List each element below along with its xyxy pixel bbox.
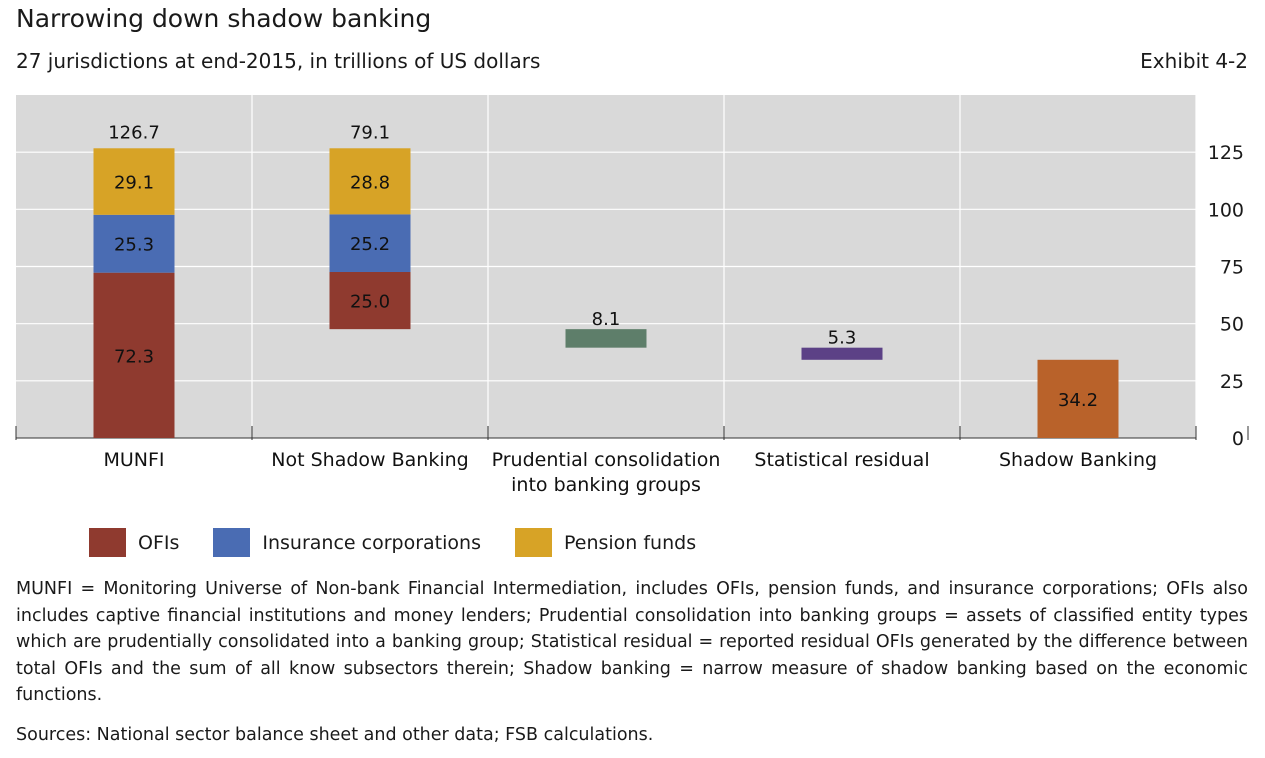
chart-subtitle: 27 jurisdictions at end-2015, in trillio…: [16, 49, 541, 73]
waterfall-chart: 0 25 50 75 100 125 72.3 25.3 29.1 126.7 MUNFI 25.0 2…: [15, 95, 1249, 496]
legend-swatch: [89, 528, 126, 557]
bar-segment-value: [565, 329, 647, 348]
data-label: 34.2: [1058, 390, 1098, 411]
x-category-label: Statistical residual: [754, 449, 929, 471]
bar-segment-insurance-corporations: [93, 214, 175, 273]
sources-note: Sources: National sector balance sheet a…: [16, 725, 654, 745]
data-label: 28.8: [350, 172, 390, 193]
data-label: 29.1: [114, 173, 154, 194]
y-tick-label: 25: [1220, 371, 1244, 393]
x-category-label: Prudential consolidation: [492, 449, 721, 471]
exhibit-number: Exhibit 4-2: [1140, 49, 1248, 73]
y-tick-label: 75: [1220, 257, 1244, 279]
bar-segment-pension-funds: [93, 148, 175, 215]
x-category-label: MUNFI: [103, 449, 164, 471]
chart-title: Narrowing down shadow banking: [16, 4, 432, 33]
legend-label: OFIs: [138, 531, 180, 554]
data-label: 25.3: [114, 235, 154, 256]
legend-label: Insurance corporations: [262, 531, 481, 554]
legend-label: Pension funds: [563, 531, 697, 554]
y-tick-label: 0: [1232, 428, 1244, 450]
x-category-label: Shadow Banking: [999, 449, 1157, 471]
data-label: 8.1: [592, 309, 621, 330]
data-label: 72.3: [114, 346, 154, 367]
data-label: 25.0: [350, 292, 390, 313]
legend-item: OFIs: [89, 528, 179, 557]
bar-segment-insurance-corporations: [329, 214, 411, 272]
y-tick-label: 100: [1208, 199, 1244, 221]
total-label: 79.1: [350, 122, 390, 143]
legend-item: Insurance corporations: [213, 528, 481, 557]
data-label: 5.3: [828, 328, 857, 349]
legend-swatch: [213, 528, 251, 557]
legend-item: Pension funds: [514, 528, 697, 557]
y-tick-label: 50: [1220, 314, 1244, 336]
bar-segment-pension-funds: [329, 148, 411, 215]
x-category-label: Not Shadow Banking: [271, 449, 468, 471]
x-category-label: into banking groups: [511, 474, 701, 496]
bar-segment-ofis: [329, 271, 411, 330]
chart-legend: OFIs Insurance corporations Pension funds: [89, 528, 730, 557]
legend-swatch: [514, 528, 552, 557]
bar-segment-ofis: [93, 272, 175, 438]
bar-segment-value: [1037, 359, 1119, 438]
data-label: 25.2: [350, 234, 390, 255]
total-label: 126.7: [108, 122, 160, 143]
bar-segment-value: [801, 347, 883, 360]
y-tick-label: 125: [1208, 142, 1244, 164]
footnote: MUNFI = Monitoring Universe of Non-bank …: [16, 579, 1248, 705]
